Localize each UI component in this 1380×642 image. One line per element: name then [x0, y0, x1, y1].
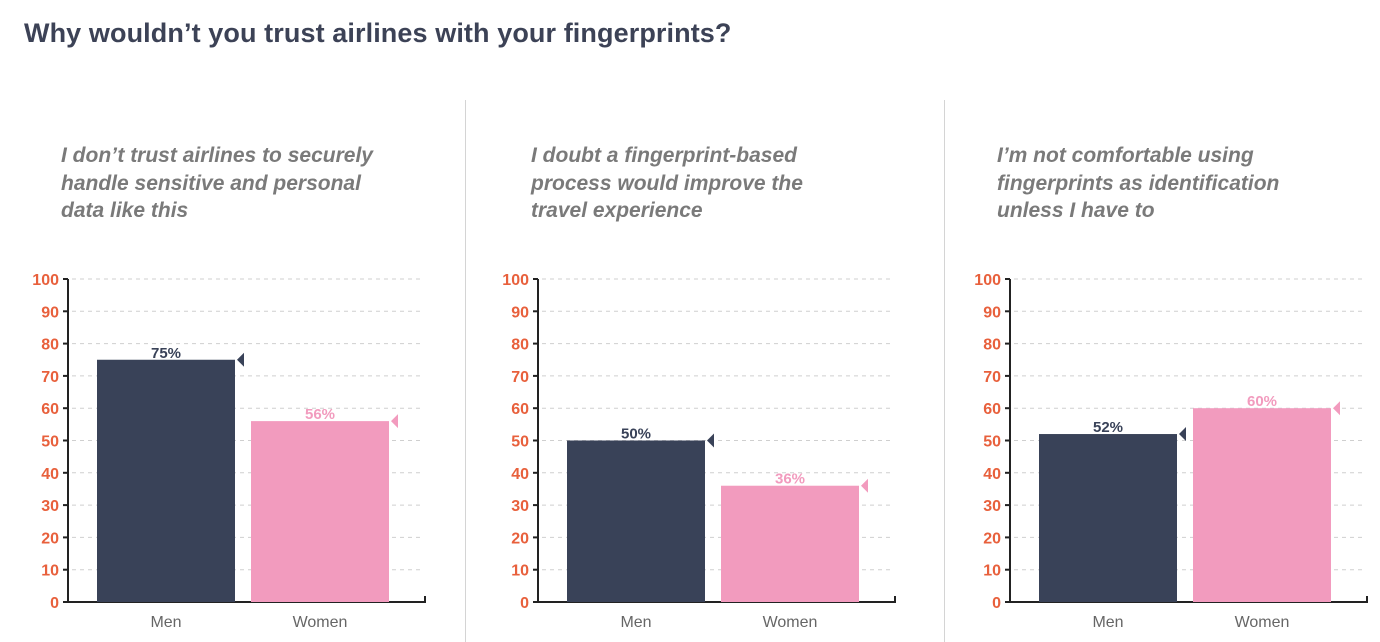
y-tick-label: 40 — [41, 466, 59, 483]
bar-men — [567, 440, 705, 602]
chart-subtitle-line: fingerprints as identification — [997, 171, 1280, 195]
panel-divider — [944, 100, 945, 642]
y-tick-label: 60 — [511, 401, 529, 418]
chart-subtitle-line: process would improve the — [531, 171, 803, 195]
bar-marker — [707, 433, 714, 448]
bar-marker — [237, 352, 244, 367]
chart-subtitle-line: travel experience — [531, 199, 703, 222]
x-category-label: Women — [1235, 614, 1290, 631]
y-tick-label: 70 — [41, 369, 59, 386]
bar-chart: 0 10 20 30 40 50 60 70 80 90 100 75% Men 56% Women — [32, 272, 426, 631]
y-tick-label: 100 — [32, 272, 59, 289]
y-tick-label: 40 — [511, 466, 529, 483]
y-tick-label: 80 — [983, 337, 1001, 354]
panel-divider — [465, 100, 466, 642]
bar-value-label: 52% — [1093, 419, 1123, 436]
chart-subtitle-line: I don’t trust airlines to securely — [61, 144, 373, 167]
y-tick-label: 90 — [511, 304, 529, 321]
bar-marker — [861, 478, 868, 493]
chart-panel-3: I’m not comfortable using fingerprints a… — [942, 0, 1380, 642]
bar-value-label: 60% — [1247, 393, 1277, 410]
y-tick-label: 90 — [983, 304, 1001, 321]
bar-women — [721, 485, 859, 602]
y-tick-label: 100 — [502, 272, 529, 289]
bar-women — [1193, 408, 1331, 602]
y-tick-label: 70 — [511, 369, 529, 386]
x-category-label: Women — [293, 614, 348, 631]
y-tick-label: 50 — [41, 434, 59, 451]
bar-marker — [391, 414, 398, 429]
y-tick-label: 70 — [983, 369, 1001, 386]
bar-value-label: 56% — [305, 406, 335, 423]
x-category-label: Men — [150, 614, 181, 631]
chart-subtitle: I doubt a fingerprint-based process woul… — [531, 142, 891, 225]
chart-panel-2: I doubt a fingerprint-based process woul… — [470, 0, 940, 642]
chart-subtitle: I’m not comfortable using fingerprints a… — [997, 142, 1357, 225]
y-tick-label: 0 — [992, 595, 1001, 612]
y-tick-label: 50 — [983, 434, 1001, 451]
y-tick-label: 80 — [511, 337, 529, 354]
y-tick-label: 80 — [41, 337, 59, 354]
chart-subtitle-line: I’m not comfortable using — [997, 144, 1254, 167]
bar-value-label: 75% — [151, 345, 181, 362]
y-tick-label: 0 — [520, 595, 529, 612]
bar-chart: 0 10 20 30 40 50 60 70 80 90 100 52% Men 60% Women — [974, 272, 1368, 631]
chart-subtitle-line: handle sensitive and personal — [61, 171, 361, 195]
bar-marker — [1333, 401, 1340, 416]
y-tick-label: 60 — [41, 401, 59, 418]
chart-subtitle: I don’t trust airlines to securely handl… — [61, 142, 421, 225]
y-tick-label: 10 — [41, 563, 59, 580]
y-tick-label: 60 — [983, 401, 1001, 418]
y-tick-label: 40 — [983, 466, 1001, 483]
y-tick-label: 100 — [974, 272, 1001, 289]
bar-men — [97, 359, 235, 602]
y-tick-label: 0 — [50, 595, 59, 612]
x-category-label: Women — [763, 614, 818, 631]
x-category-label: Men — [620, 614, 651, 631]
page-title: Why wouldn’t you trust airlines with you… — [24, 18, 732, 48]
bar-value-label: 50% — [621, 426, 651, 443]
x-category-label: Men — [1092, 614, 1123, 631]
y-tick-label: 10 — [511, 563, 529, 580]
chart-subtitle-line: I doubt a fingerprint-based — [531, 144, 797, 167]
chart-subtitle-line: unless I have to — [997, 199, 1155, 222]
y-tick-label: 90 — [41, 304, 59, 321]
y-tick-label: 10 — [983, 563, 1001, 580]
y-tick-label: 30 — [983, 498, 1001, 515]
chart-subtitle-line: data like this — [61, 199, 189, 222]
chart-panel-1: I don’t trust airlines to securely handl… — [0, 0, 465, 642]
y-tick-label: 20 — [983, 530, 1001, 547]
y-tick-label: 20 — [41, 530, 59, 547]
y-tick-label: 30 — [511, 498, 529, 515]
bar-value-label: 36% — [775, 471, 805, 488]
bar-marker — [1179, 427, 1186, 442]
bar-chart: 0 10 20 30 40 50 60 70 80 90 100 50% Men 36% Women — [502, 272, 896, 631]
y-tick-label: 30 — [41, 498, 59, 515]
y-tick-label: 20 — [511, 530, 529, 547]
bar-men — [1039, 434, 1177, 602]
bar-women — [251, 421, 389, 602]
y-tick-label: 50 — [511, 434, 529, 451]
